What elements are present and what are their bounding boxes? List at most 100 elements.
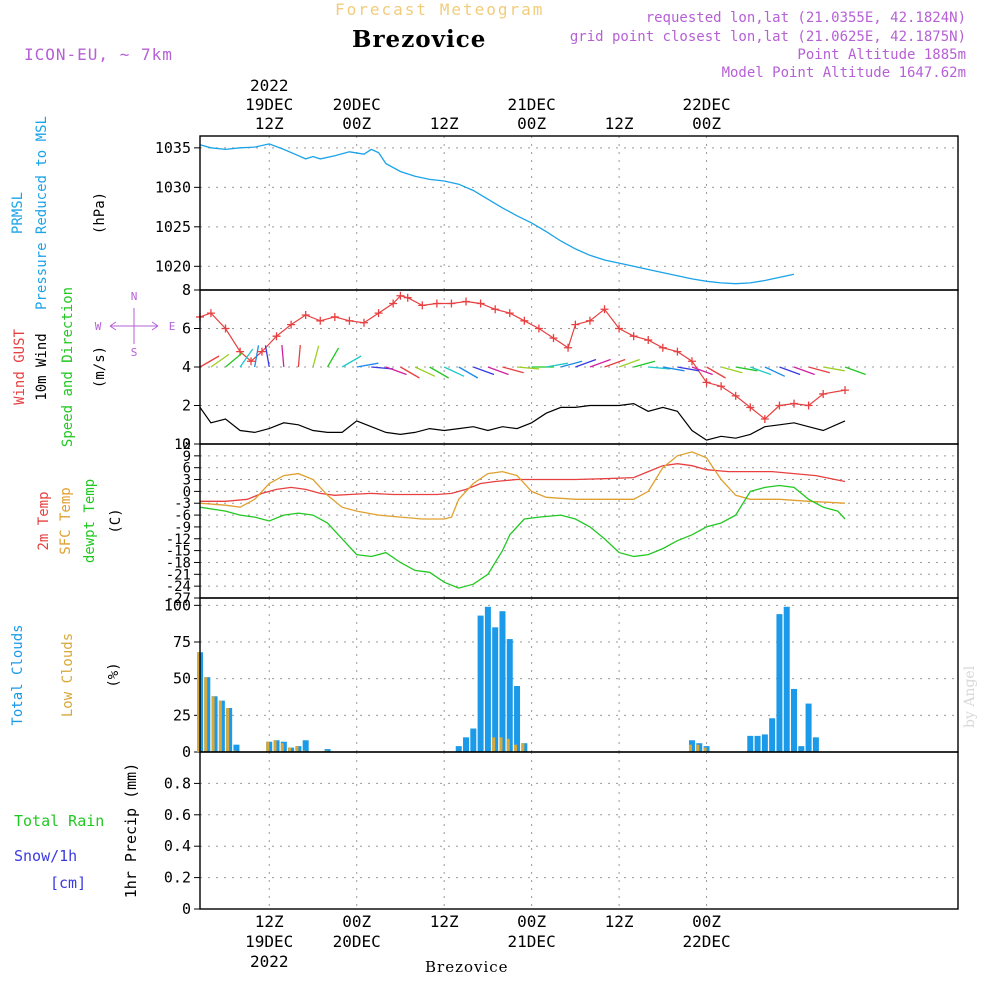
gust-marker-6 bbox=[272, 332, 281, 341]
time-date-top-0: 19DEC bbox=[245, 95, 293, 114]
temperature-ytick-6: -6 bbox=[174, 508, 191, 524]
gust-marker-36 bbox=[687, 357, 696, 366]
pressure-label-0: PRMSL bbox=[10, 192, 26, 234]
wind-arrow-16 bbox=[429, 366, 449, 379]
temperature-ytick-11: -21 bbox=[166, 567, 191, 583]
clouds-ytick-4: 100 bbox=[164, 596, 191, 614]
gust-marker-41 bbox=[760, 414, 769, 423]
cloud-total-bar-20 bbox=[506, 639, 513, 752]
time-tick-bottom-5: 00Z bbox=[692, 912, 721, 931]
time-date-bottom-1: 20DEC bbox=[333, 932, 381, 951]
gust-marker-16 bbox=[403, 293, 412, 302]
cloud-total-bar-27 bbox=[754, 735, 761, 752]
cloud-total-bar-28 bbox=[761, 734, 768, 752]
gust-marker-45 bbox=[819, 389, 828, 398]
wind-arrow-33 bbox=[677, 366, 700, 372]
gust-marker-28 bbox=[571, 320, 580, 329]
temperature-ytick-13: -27 bbox=[166, 591, 191, 607]
wind-arrow-10 bbox=[341, 355, 362, 368]
pressure-ytick-3: 1035 bbox=[155, 139, 191, 157]
wind-arrow-20 bbox=[487, 366, 509, 376]
cloud-low-bar-11 bbox=[302, 750, 306, 752]
clouds-ytick-2: 50 bbox=[173, 670, 191, 688]
gust-marker-24 bbox=[520, 316, 529, 325]
gust-marker-34 bbox=[658, 343, 667, 352]
wind-ytick-4: 8 bbox=[182, 281, 191, 299]
cloud-low-bar-9 bbox=[288, 747, 292, 752]
cloud-low-bar-22 bbox=[521, 743, 525, 752]
cloud-total-bar-18 bbox=[492, 627, 499, 752]
temperature-ytick-5: -3 bbox=[174, 496, 191, 512]
gust-marker-8 bbox=[301, 311, 310, 320]
time-date-bottom-5: 22DEC bbox=[682, 932, 730, 951]
compass-n: N bbox=[131, 290, 138, 303]
requested-coords: requested lon,lat (21.0355E, 42.1824N) bbox=[645, 10, 966, 26]
gust-marker-7 bbox=[287, 320, 296, 329]
cloud-low-bar-19 bbox=[499, 737, 503, 752]
pressure-ytick-1: 1025 bbox=[155, 218, 191, 236]
gust-marker-44 bbox=[804, 401, 813, 410]
time-tick-top-0: 12Z bbox=[255, 114, 284, 133]
cloud-low-bar-24 bbox=[696, 744, 700, 752]
wind-ytick-0: 0 bbox=[182, 435, 191, 453]
clouds-label-0: Total Clouds bbox=[10, 624, 26, 725]
wind-label-1: 10m Wind bbox=[34, 333, 50, 400]
time-tick-bottom-2: 12Z bbox=[430, 912, 459, 931]
wind-arrow-44 bbox=[844, 366, 866, 376]
gust-marker-35 bbox=[673, 347, 682, 356]
product-title: Forecast Meteogram bbox=[335, 0, 545, 19]
wind-arrow-37 bbox=[735, 366, 758, 372]
precip-ytick-4: 0.8 bbox=[164, 774, 191, 792]
cloud-total-bar-15 bbox=[470, 728, 477, 752]
gust-marker-17 bbox=[418, 301, 427, 310]
temperature-series-0 bbox=[200, 463, 846, 502]
gust-marker-20 bbox=[462, 297, 471, 306]
gust-marker-4 bbox=[247, 357, 256, 366]
cloud-low-bar-6 bbox=[266, 741, 270, 752]
cloud-low-bar-25 bbox=[703, 747, 707, 752]
gust-marker-25 bbox=[534, 324, 543, 333]
temperature-ytick-1: 9 bbox=[183, 449, 191, 465]
gust-marker-13 bbox=[374, 309, 383, 318]
temperature-label-1: SFC Temp bbox=[58, 487, 74, 554]
gust-marker-33 bbox=[644, 336, 653, 345]
compass-w: W bbox=[95, 320, 102, 333]
wind-arrow-38 bbox=[750, 366, 772, 376]
wind-arrow-28 bbox=[604, 358, 626, 368]
gust-marker-19 bbox=[447, 299, 456, 308]
cloud-low-bar-1 bbox=[204, 677, 208, 752]
wind-arrow-43 bbox=[823, 366, 845, 372]
wind-arrow-14 bbox=[400, 366, 420, 379]
cloud-total-bar-14 bbox=[463, 737, 470, 752]
footer-station: Brezovice bbox=[425, 958, 509, 976]
cloud-low-bar-8 bbox=[280, 743, 284, 752]
wind-arrow-24 bbox=[546, 362, 568, 368]
time-date-top-1: 20DEC bbox=[333, 95, 381, 114]
wind-arrow-32 bbox=[662, 366, 685, 372]
temperature-ytick-10: -18 bbox=[166, 555, 191, 571]
cloud-low-bar-12 bbox=[324, 750, 328, 752]
cloud-low-bar-0 bbox=[197, 652, 200, 752]
cloud-total-bar-30 bbox=[776, 614, 783, 752]
temperature-ytick-0: 12 bbox=[174, 437, 191, 453]
cloud-low-bar-20 bbox=[506, 738, 510, 752]
wind-ytick-2: 4 bbox=[182, 358, 191, 376]
wind-arrow-27 bbox=[589, 358, 611, 368]
gust-marker-29 bbox=[585, 316, 594, 325]
wind-arrow-6 bbox=[281, 345, 285, 368]
wind-arrow-17 bbox=[443, 366, 465, 377]
cloud-low-bar-18 bbox=[492, 737, 496, 752]
gust-marker-23 bbox=[505, 309, 514, 318]
wind10m-line bbox=[199, 402, 846, 441]
wind-ytick-3: 6 bbox=[182, 320, 191, 338]
cloud-low-bar-3 bbox=[218, 700, 222, 752]
gust-marker-31 bbox=[615, 324, 624, 333]
gust-marker-32 bbox=[629, 332, 638, 341]
wind-arrow-40 bbox=[779, 366, 801, 376]
gust-marker-11 bbox=[345, 316, 354, 325]
clouds-frame bbox=[199, 597, 959, 753]
cloud-total-bar-16 bbox=[477, 615, 484, 752]
precip-label-snow: Snow/1h bbox=[14, 847, 77, 865]
gust-marker-9 bbox=[316, 316, 325, 325]
wind-arrow-39 bbox=[764, 366, 786, 377]
